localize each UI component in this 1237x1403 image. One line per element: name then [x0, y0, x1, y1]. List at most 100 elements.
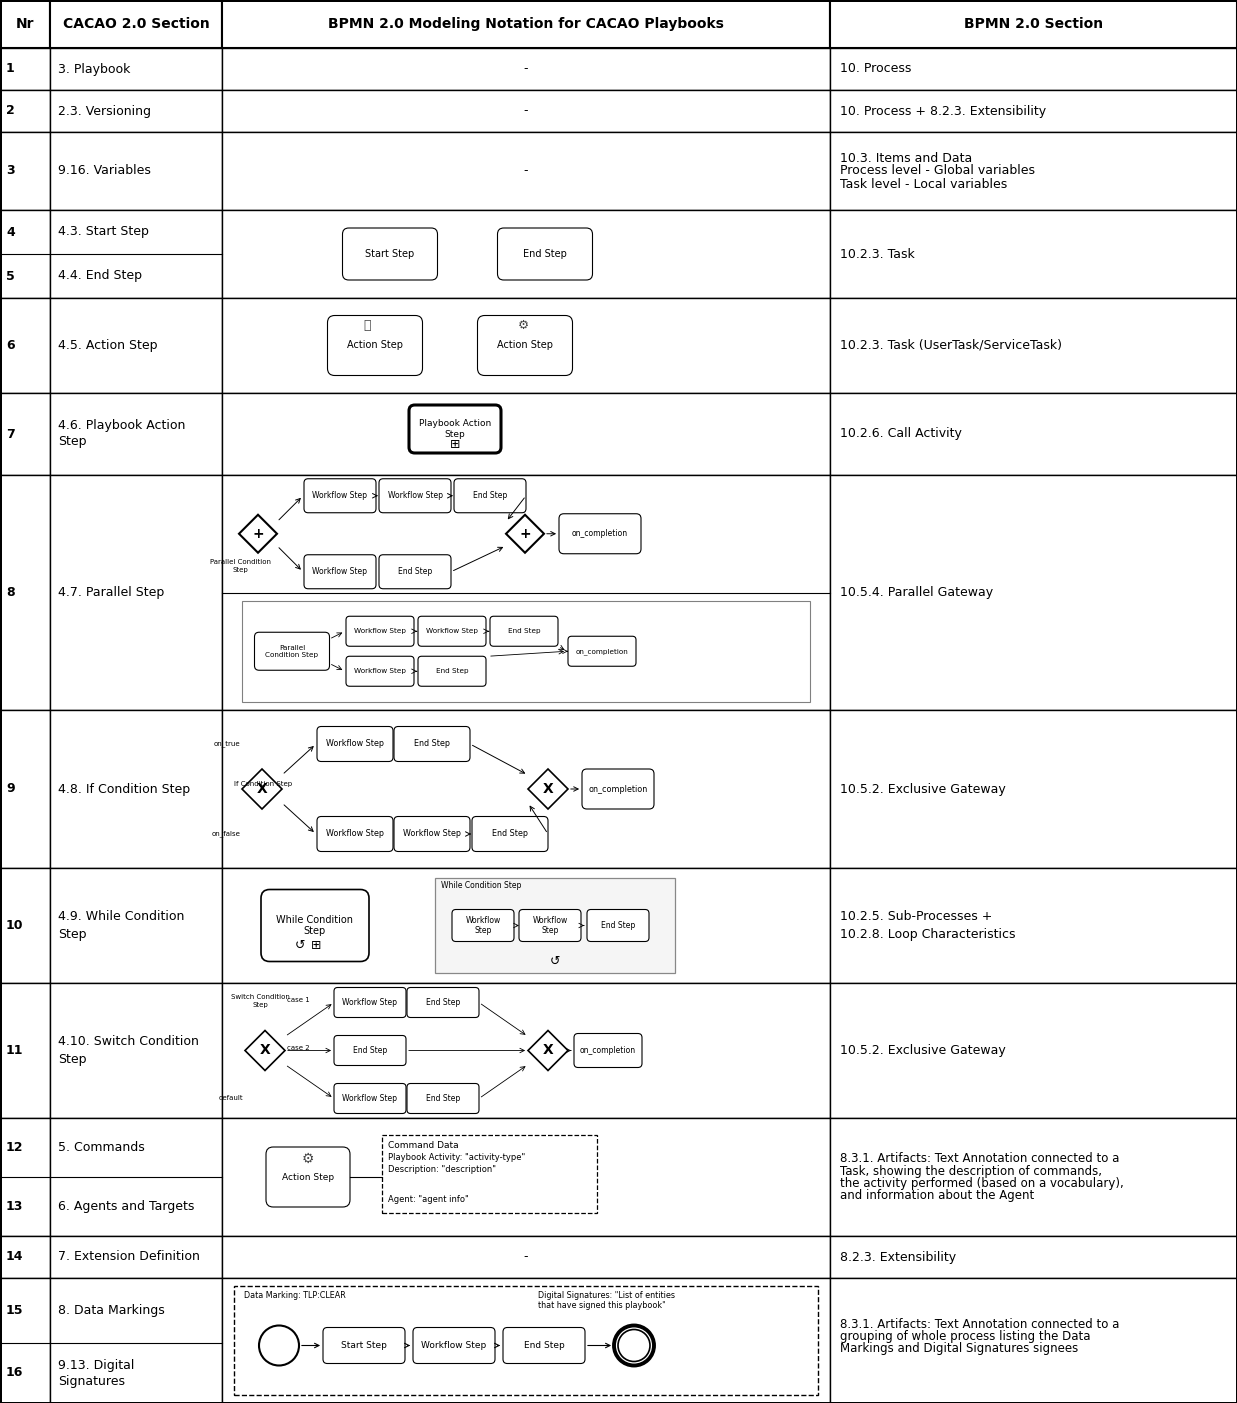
Text: Parallel Condition: Parallel Condition: [209, 558, 271, 565]
Text: End Step: End Step: [601, 920, 635, 930]
FancyBboxPatch shape: [328, 316, 423, 376]
Text: Task level - Local variables: Task level - Local variables: [840, 178, 1007, 191]
Text: +: +: [252, 526, 263, 540]
Bar: [830, 0, 1237, 48]
FancyBboxPatch shape: [520, 909, 581, 941]
Bar: [0, 710, 49, 868]
FancyBboxPatch shape: [497, 229, 593, 281]
Bar: [221, 90, 830, 132]
Bar: [221, 1118, 830, 1236]
Bar: [221, 0, 830, 48]
Text: 10.2.6. Call Activity: 10.2.6. Call Activity: [840, 428, 962, 441]
Bar: [0, 1118, 49, 1236]
Text: ⚙: ⚙: [302, 1152, 314, 1166]
Text: 2: 2: [6, 104, 15, 118]
Text: 6: 6: [6, 340, 15, 352]
Text: on_completion: on_completion: [571, 529, 628, 539]
Text: End Step: End Step: [398, 567, 432, 577]
Text: 4.4. End Step: 4.4. End Step: [58, 269, 142, 282]
Bar: [49, 710, 221, 868]
Bar: [49, 1278, 221, 1403]
Text: Command Data: Command Data: [388, 1141, 459, 1149]
Text: 10: 10: [6, 919, 24, 932]
Text: on_completion: on_completion: [580, 1047, 636, 1055]
Text: 10. Process: 10. Process: [840, 63, 912, 76]
Bar: [0, 1278, 49, 1403]
Text: X: X: [256, 781, 267, 796]
Bar: [221, 1236, 830, 1278]
Bar: [49, 393, 221, 476]
Text: Start Step: Start Step: [341, 1341, 387, 1350]
Text: Workflow Step: Workflow Step: [327, 829, 383, 839]
Circle shape: [618, 1330, 649, 1361]
Bar: [49, 868, 221, 984]
Polygon shape: [528, 769, 568, 810]
FancyBboxPatch shape: [334, 1035, 406, 1065]
Bar: [221, 710, 830, 868]
Text: on_true: on_true: [213, 741, 240, 748]
Text: 1: 1: [6, 63, 15, 76]
Text: ⊞: ⊞: [450, 438, 460, 450]
Text: 8.3.1. Artifacts: Text Annotation connected to a: 8.3.1. Artifacts: Text Annotation connec…: [840, 1317, 1119, 1331]
Text: 4.6. Playbook Action: 4.6. Playbook Action: [58, 419, 186, 432]
Bar: [221, 476, 830, 710]
Text: X: X: [260, 1044, 271, 1058]
Text: Workflow Step: Workflow Step: [327, 739, 383, 748]
FancyBboxPatch shape: [255, 633, 329, 671]
Text: 8: 8: [6, 586, 15, 599]
Text: -: -: [523, 164, 528, 178]
FancyBboxPatch shape: [490, 616, 558, 647]
Text: -: -: [523, 104, 528, 118]
FancyBboxPatch shape: [346, 616, 414, 647]
Polygon shape: [528, 1030, 568, 1070]
Text: Digital Signatures: "List of entities: Digital Signatures: "List of entities: [538, 1292, 674, 1301]
Bar: [830, 1118, 1237, 1236]
Text: ⊞: ⊞: [310, 939, 322, 953]
FancyBboxPatch shape: [407, 988, 479, 1017]
Text: Step: Step: [58, 435, 87, 449]
Text: Agent: "agent info": Agent: "agent info": [388, 1194, 469, 1204]
Polygon shape: [506, 515, 544, 553]
Text: 4.3. Start Step: 4.3. Start Step: [58, 226, 148, 239]
Text: 7: 7: [6, 428, 15, 441]
Text: ↺: ↺: [294, 939, 306, 953]
Text: Workflow Step: Workflow Step: [422, 1341, 486, 1350]
Bar: [0, 1236, 49, 1278]
FancyBboxPatch shape: [317, 727, 393, 762]
Text: Workflow Step: Workflow Step: [343, 1094, 397, 1103]
Text: 10.5.4. Parallel Gateway: 10.5.4. Parallel Gateway: [840, 586, 993, 599]
Text: 4.8. If Condition Step: 4.8. If Condition Step: [58, 783, 190, 796]
Bar: [221, 297, 830, 393]
Bar: [0, 393, 49, 476]
FancyBboxPatch shape: [379, 554, 452, 589]
Text: 9.13. Digital: 9.13. Digital: [58, 1358, 135, 1372]
Text: End Step: End Step: [414, 739, 450, 748]
FancyBboxPatch shape: [266, 1148, 350, 1207]
Text: BPMN 2.0 Modeling Notation for CACAO Playbooks: BPMN 2.0 Modeling Notation for CACAO Pla…: [328, 17, 724, 31]
Bar: [0, 0, 49, 48]
Text: End Step: End Step: [473, 491, 507, 501]
Text: on_false: on_false: [212, 831, 240, 838]
Bar: [49, 132, 221, 210]
Text: 4: 4: [6, 226, 15, 239]
Text: End Step: End Step: [426, 998, 460, 1007]
Bar: [830, 132, 1237, 210]
Bar: [49, 297, 221, 393]
FancyBboxPatch shape: [407, 1083, 479, 1114]
Text: X: X: [543, 1044, 553, 1058]
Text: grouping of whole process listing the Data: grouping of whole process listing the Da…: [840, 1330, 1091, 1343]
Text: Workflow
Step: Workflow Step: [465, 916, 501, 936]
Text: Playbook Activity: "activity-type": Playbook Activity: "activity-type": [388, 1152, 526, 1162]
FancyBboxPatch shape: [503, 1327, 585, 1364]
Text: 10. Process + 8.2.3. Extensibility: 10. Process + 8.2.3. Extensibility: [840, 104, 1047, 118]
Text: -: -: [523, 1250, 528, 1264]
Text: Workflow Step: Workflow Step: [354, 629, 406, 634]
Text: 10.2.5. Sub-Processes +: 10.2.5. Sub-Processes +: [840, 911, 992, 923]
Text: Switch Condition: Switch Condition: [230, 993, 289, 1000]
Text: default: default: [219, 1096, 242, 1101]
Text: Markings and Digital Signatures signees: Markings and Digital Signatures signees: [840, 1343, 1079, 1355]
FancyBboxPatch shape: [395, 727, 470, 762]
Text: Workflow Step: Workflow Step: [403, 829, 461, 839]
FancyBboxPatch shape: [581, 769, 654, 810]
Bar: [49, 1118, 221, 1236]
